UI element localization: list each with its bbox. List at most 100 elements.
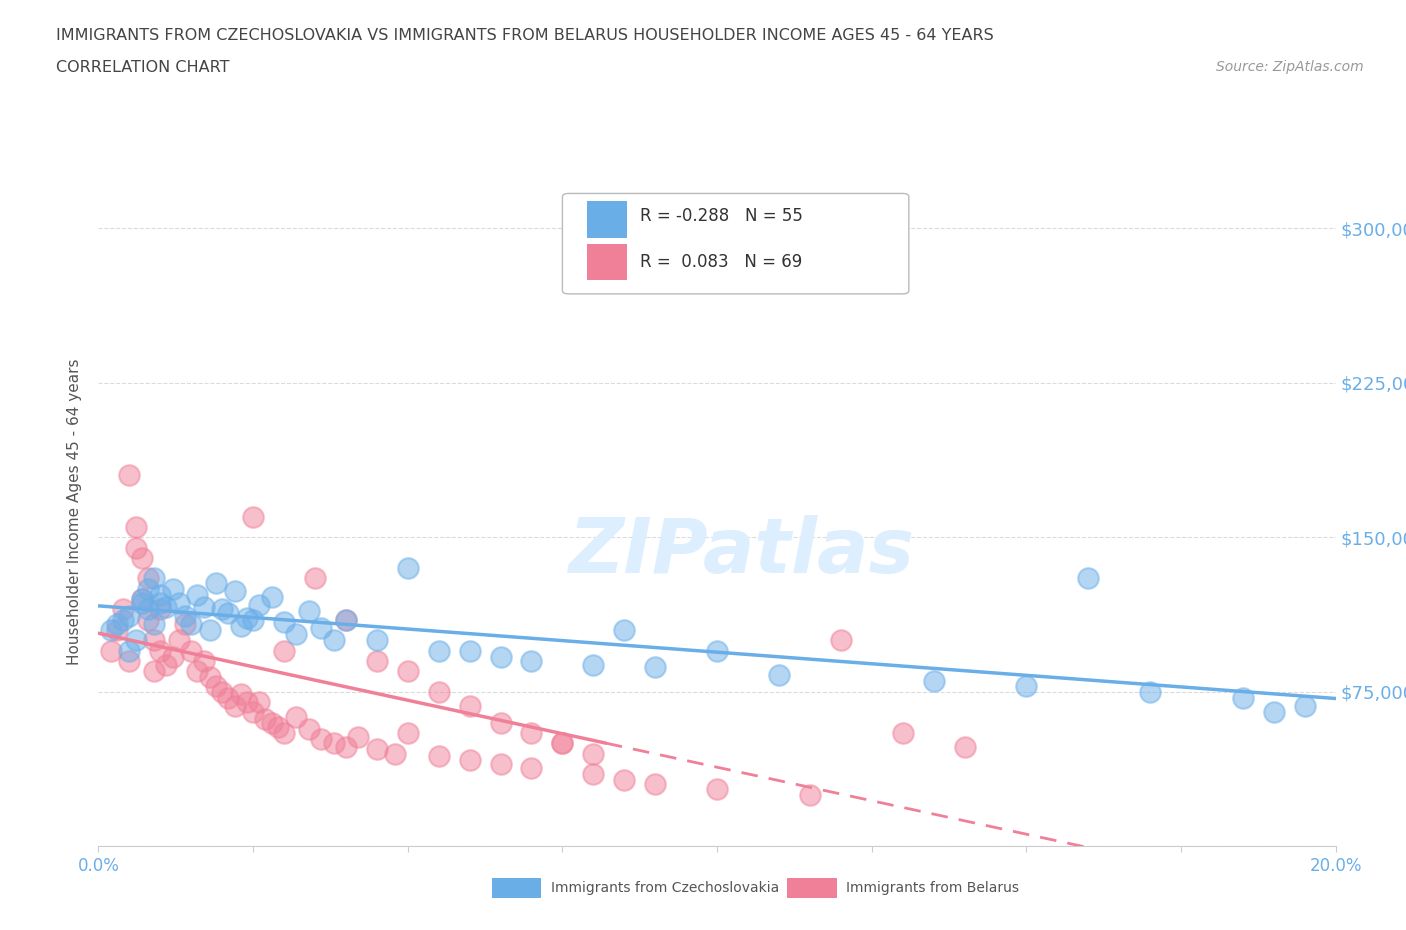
Point (396, 664, 419, 679)
Point (551, 736, 574, 751)
Point (267, 720, 290, 735)
Point (582, 766, 605, 781)
Point (167, 596, 190, 611)
Point (309, 620, 332, 635)
Point (273, 615, 295, 630)
Point (105, 617, 128, 631)
Point (186, 588, 208, 603)
Text: Immigrants from Belarus: Immigrants from Belarus (846, 881, 1019, 896)
Point (644, 659, 666, 674)
Point (198, 670, 221, 684)
Point (155, 658, 177, 672)
Point (118, 644, 141, 658)
Point (768, 668, 790, 683)
Point (186, 664, 208, 679)
Point (322, 736, 344, 751)
Point (520, 654, 543, 669)
Point (458, 752, 481, 767)
Point (613, 622, 636, 637)
Point (217, 690, 239, 705)
Point (198, 622, 221, 637)
FancyBboxPatch shape (588, 244, 627, 281)
Point (131, 591, 153, 606)
Point (582, 658, 605, 672)
Point (211, 602, 233, 617)
Point (489, 715, 512, 730)
Point (167, 632, 190, 647)
Point (366, 632, 388, 647)
Point (149, 588, 172, 603)
Point (136, 612, 159, 627)
Point (384, 746, 406, 761)
Point (143, 664, 166, 679)
Point (242, 612, 264, 627)
Point (427, 644, 450, 658)
Point (922, 674, 945, 689)
Point (236, 610, 259, 625)
Point (205, 575, 228, 590)
Point (335, 612, 357, 627)
Point (242, 510, 264, 525)
Point (520, 725, 543, 740)
Point (143, 617, 166, 631)
Point (149, 644, 172, 658)
Point (143, 571, 166, 586)
Point (162, 581, 184, 596)
Point (205, 678, 228, 693)
Point (1015, 678, 1038, 693)
Point (489, 649, 512, 664)
FancyBboxPatch shape (787, 878, 837, 898)
Point (131, 591, 153, 606)
Point (229, 618, 252, 633)
Point (613, 773, 636, 788)
Point (891, 725, 914, 740)
Point (193, 600, 215, 615)
Point (273, 644, 295, 658)
Y-axis label: Householder Income Ages 45 - 64 years: Householder Income Ages 45 - 64 years (67, 358, 83, 665)
Point (366, 654, 388, 669)
Point (118, 608, 141, 623)
Point (105, 622, 128, 637)
Point (706, 644, 728, 658)
Point (1294, 698, 1316, 713)
Point (396, 725, 419, 740)
Point (217, 606, 239, 621)
FancyBboxPatch shape (562, 193, 908, 294)
Point (285, 627, 308, 642)
Point (100, 622, 122, 637)
Point (1232, 690, 1254, 705)
Point (124, 540, 146, 555)
Point (706, 781, 728, 796)
Text: Immigrants from Czechoslovakia: Immigrants from Czechoslovakia (551, 881, 779, 896)
Point (112, 602, 135, 617)
Point (242, 705, 264, 720)
Point (174, 617, 197, 631)
Point (953, 740, 976, 755)
Point (224, 583, 246, 598)
Point (489, 756, 512, 771)
Point (285, 709, 308, 724)
Point (136, 571, 159, 586)
Point (347, 730, 370, 745)
Point (799, 788, 821, 803)
Point (247, 695, 270, 710)
Text: ZIPatlas: ZIPatlas (569, 514, 915, 589)
Text: Source: ZipAtlas.com: Source: ZipAtlas.com (1216, 60, 1364, 74)
Point (335, 612, 357, 627)
Point (162, 649, 184, 664)
Point (229, 686, 252, 701)
Point (644, 777, 666, 792)
Point (396, 561, 419, 576)
Point (304, 571, 326, 586)
Text: CORRELATION CHART: CORRELATION CHART (56, 60, 229, 75)
Point (1263, 705, 1285, 720)
Point (551, 736, 574, 751)
Point (273, 725, 295, 740)
Point (149, 602, 172, 617)
Point (224, 698, 246, 713)
Point (100, 644, 122, 658)
Point (118, 654, 141, 669)
Point (335, 740, 357, 755)
Point (136, 581, 159, 596)
Point (298, 722, 321, 737)
